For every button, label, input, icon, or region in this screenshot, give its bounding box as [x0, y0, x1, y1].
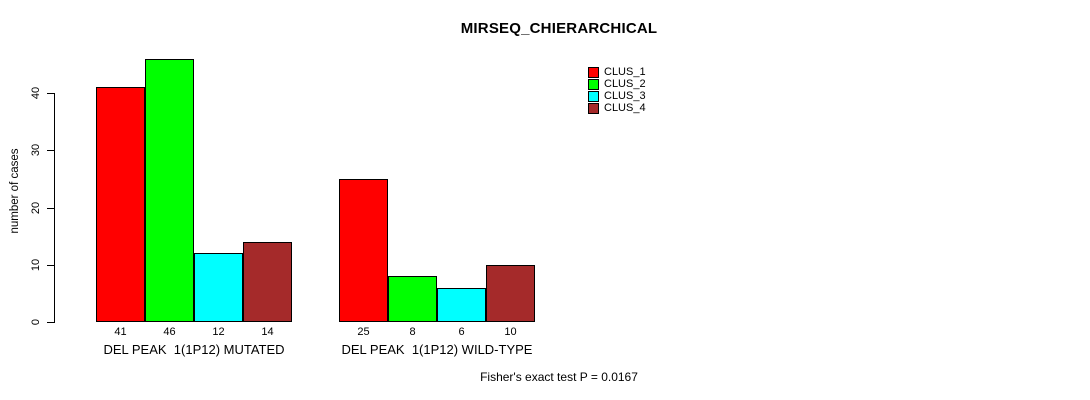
y-tick-label: 0	[30, 318, 42, 326]
legend-swatch	[588, 78, 599, 90]
legend: CLUS_1 CLUS_2 CLUS_3 CLUS_4	[588, 66, 646, 114]
annotation-text: Fisher's exact test P = 0.0167	[480, 370, 638, 384]
y-axis-tick	[47, 150, 54, 151]
bar-clus_4-group2	[486, 265, 535, 322]
bar-value-label: 14	[261, 326, 274, 338]
bar-value-label: 25	[357, 326, 370, 338]
y-tick-label: 30	[30, 143, 42, 157]
bar-value-label: 12	[212, 326, 225, 338]
bar-value-label: 46	[163, 326, 176, 338]
legend-item-clus_3: CLUS_3	[588, 90, 646, 102]
legend-swatch	[588, 66, 599, 78]
legend-swatch	[588, 102, 599, 114]
bar-clus_4-group1	[243, 242, 292, 322]
bar-clus_3-group2	[437, 288, 486, 322]
bar-clus_2-group1	[145, 59, 194, 322]
chart-title: MIRSEQ_CHIERARCHICAL	[460, 20, 658, 37]
bar-clus_1-group2	[339, 179, 388, 322]
legend-label: CLUS_3	[604, 90, 646, 102]
legend-item-clus_4: CLUS_4	[588, 102, 646, 114]
legend-item-clus_2: CLUS_2	[588, 78, 646, 90]
y-axis-line	[54, 93, 55, 323]
legend-label: CLUS_1	[604, 66, 646, 78]
bar-clus_1-group1	[96, 87, 145, 322]
bar-value-label: 6	[458, 326, 465, 338]
bar-clus_3-group1	[194, 253, 243, 322]
legend-item-clus_1: CLUS_1	[588, 66, 646, 78]
bar-value-label: 10	[504, 326, 517, 338]
bar-value-label: 41	[114, 326, 127, 338]
legend-swatch	[588, 90, 599, 102]
legend-label: CLUS_4	[604, 102, 646, 114]
bar-value-label: 8	[409, 326, 416, 338]
y-axis-tick	[47, 208, 54, 209]
y-tick-label: 40	[30, 86, 42, 100]
y-axis-tick	[47, 93, 54, 94]
y-axis-title: number of cases	[9, 148, 21, 234]
category-label-group2: DEL PEAK 1(1P12) WILD-TYPE	[341, 342, 533, 357]
category-label-group1: DEL PEAK 1(1P12) MUTATED	[103, 342, 285, 357]
y-axis-tick	[47, 265, 54, 266]
legend-label: CLUS_2	[604, 78, 646, 90]
y-axis-tick	[47, 322, 54, 323]
y-tick-label: 10	[30, 258, 42, 272]
bar-clus_2-group2	[388, 276, 437, 322]
y-tick-label: 20	[30, 201, 42, 215]
